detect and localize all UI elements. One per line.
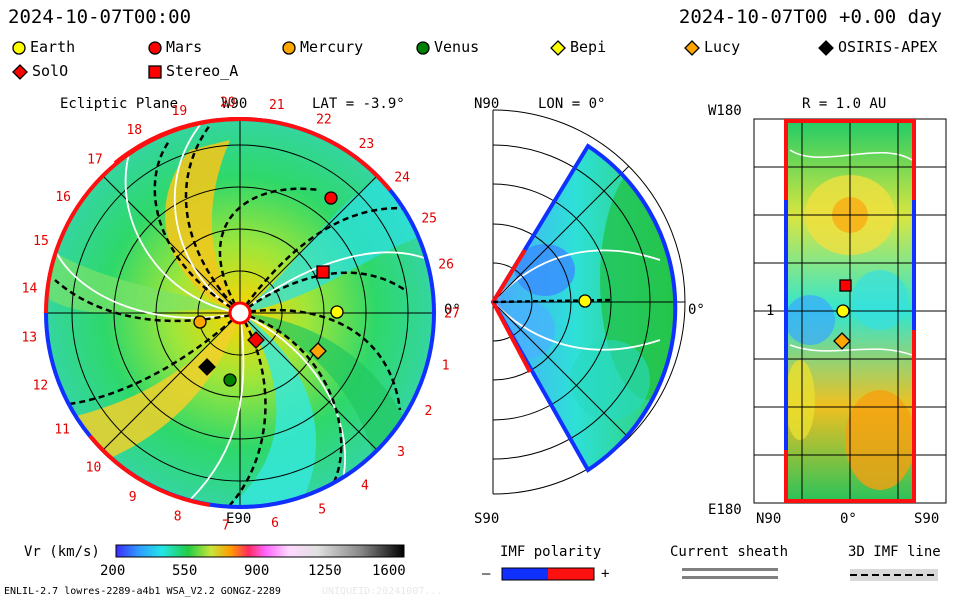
legend-bepi: Bepi xyxy=(550,38,606,56)
colorbar-tick-900: 900 xyxy=(244,563,270,579)
header-left-time: 2024-10-07T00:00 xyxy=(8,6,192,28)
legend-earth: Earth xyxy=(12,38,75,56)
sun-icon xyxy=(228,301,252,325)
radial-earth-marker xyxy=(836,304,850,318)
meridional-bottom-label: S90 xyxy=(474,511,500,527)
osiris-apex-marker-icon xyxy=(818,39,834,56)
sector-number-16: 16 xyxy=(55,190,71,205)
sector-number-27: 27 xyxy=(444,306,460,321)
sector-number-3: 3 xyxy=(397,445,405,460)
lucy-marker-icon xyxy=(684,39,700,56)
colorbar-tick-1250: 1250 xyxy=(308,563,342,579)
imf-negative-swatch xyxy=(502,568,548,580)
meridional-top-label: N90 xyxy=(474,96,500,112)
radial-stereo-a-marker xyxy=(839,279,852,292)
radial-panel-plot xyxy=(753,118,947,504)
radial-x-label-0: 0° xyxy=(840,511,857,527)
imf-line-label: 3D IMF line xyxy=(848,544,941,560)
sector-number-2: 2 xyxy=(424,404,432,419)
sector-number-9: 9 xyxy=(129,490,137,505)
sector-number-12: 12 xyxy=(33,379,49,394)
mars-marker-icon xyxy=(148,40,162,55)
radial-top-label: W180 xyxy=(708,103,742,119)
earth-marker xyxy=(330,305,344,319)
radial-x-label-s90: S90 xyxy=(914,511,940,527)
radial-lucy-marker xyxy=(833,332,851,350)
radial-r-label: R = 1.0 AU xyxy=(802,96,887,112)
meridional-plane-plot xyxy=(490,109,686,495)
sector-number-21: 21 xyxy=(269,98,285,113)
ecliptic-zero-label: 0° xyxy=(444,302,461,318)
sector-number-23: 23 xyxy=(359,137,375,152)
header-right-time: 2024-10-07T00 +0.00 day xyxy=(678,6,942,28)
sector-number-13: 13 xyxy=(21,331,37,346)
sector-number-8: 8 xyxy=(174,510,182,525)
imf-minus-label: – xyxy=(482,566,491,582)
sector-number-7: 7 xyxy=(222,519,230,534)
sector-number-22: 22 xyxy=(316,112,332,127)
sector-number-4: 4 xyxy=(361,478,369,493)
sector-number-18: 18 xyxy=(126,123,142,138)
legend-lucy: Lucy xyxy=(684,38,740,56)
sector-number-25: 25 xyxy=(421,211,437,226)
legend-mercury: Mercury xyxy=(282,38,363,56)
ecliptic-bottom-label: E90 xyxy=(226,511,252,527)
ecliptic-top-label: W90 xyxy=(222,96,248,112)
sector-number-24: 24 xyxy=(394,170,410,185)
current-sheath-label: Current sheath xyxy=(670,544,789,560)
venus-marker-icon xyxy=(416,40,430,55)
stereo-a-marker-icon xyxy=(148,64,162,79)
sector-number-14: 14 xyxy=(22,282,38,297)
legend-osiris-apex: OSIRIS-APEX xyxy=(818,38,937,56)
legend-solo: SolO xyxy=(12,62,68,80)
imf-polarity-label: IMF polarity xyxy=(500,544,602,560)
meridional-zero-label: 0° xyxy=(688,302,705,318)
sector-number-10: 10 xyxy=(86,460,102,475)
venus-marker xyxy=(223,373,237,387)
footer-model-info: ENLIL-2.7 lowres-2289-a4b1 WSA_V2.2 GONG… xyxy=(4,586,281,597)
meridional-lon-label: LON = 0° xyxy=(538,96,606,112)
ecliptic-title: Ecliptic Plane xyxy=(60,96,179,112)
sector-number-5: 5 xyxy=(318,502,326,517)
legend-stereo-a: Stereo_A xyxy=(148,62,238,80)
mercury-marker-icon xyxy=(282,40,296,55)
legend-venus: Venus xyxy=(416,38,479,56)
osiris-apex-marker xyxy=(198,358,216,376)
colorbar-tick-550: 550 xyxy=(172,563,198,579)
solo-marker xyxy=(247,331,265,349)
radial-bottom-label: E180 xyxy=(708,502,742,518)
sector-number-19: 19 xyxy=(172,104,188,119)
colorbar-label: Vr (km/s) xyxy=(24,544,100,560)
colorbar-tick-200: 200 xyxy=(100,563,126,579)
sector-number-11: 11 xyxy=(54,423,70,438)
solo-marker-icon xyxy=(12,63,28,80)
sector-number-15: 15 xyxy=(33,234,49,249)
ecliptic-lat-label: LAT = -3.9° xyxy=(312,96,405,112)
sector-number-17: 17 xyxy=(87,153,103,168)
sector-number-1: 1 xyxy=(442,358,450,373)
sector-number-26: 26 xyxy=(438,258,454,273)
sector-number-6: 6 xyxy=(271,516,279,531)
mercury-marker xyxy=(193,315,207,329)
radial-x-label-n90: N90 xyxy=(756,511,782,527)
sector-number-20: 20 xyxy=(220,95,236,110)
stereo-a-marker xyxy=(316,265,330,279)
lucy-marker xyxy=(309,342,327,360)
meridional-earth-marker xyxy=(578,294,592,308)
bepi-marker-icon xyxy=(550,39,566,56)
mars-marker xyxy=(324,191,338,205)
imf-positive-swatch xyxy=(548,568,594,580)
footer-unique-id: UNIQUEID:20241007... xyxy=(322,586,443,597)
legend-mars: Mars xyxy=(148,38,202,56)
speed-colorbar xyxy=(115,544,405,558)
current-sheath-swatch xyxy=(682,568,778,571)
colorbar-tick-1600: 1600 xyxy=(372,563,406,579)
imf-plus-label: + xyxy=(601,566,610,582)
earth-marker-icon xyxy=(12,40,26,55)
